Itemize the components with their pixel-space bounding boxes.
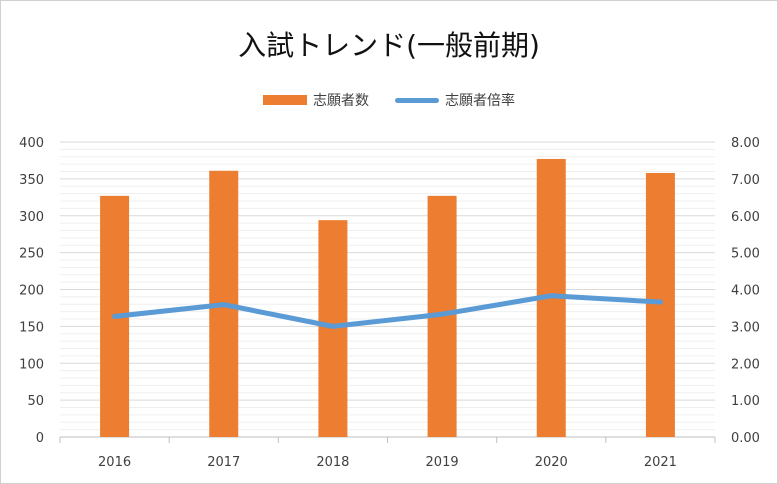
ratio-line — [112, 293, 663, 329]
y-right-tick-label: 5.00 — [731, 247, 760, 262]
chart-title: 入試トレンド(一般前期) — [238, 29, 540, 62]
legend-swatch-line — [395, 97, 439, 103]
y-right-tick-label: 0.00 — [731, 431, 760, 446]
y-left-tick-label: 300 — [19, 210, 44, 225]
legend-label-ratio: 志願者倍率 — [445, 93, 515, 109]
y-right-tick-label: 8.00 — [731, 136, 760, 151]
bar-2021 — [645, 172, 675, 437]
ratio-point-2017 — [221, 302, 227, 308]
y-right-tick-label: 3.00 — [731, 320, 760, 335]
legend-entry-ratio: 志願者倍率 — [395, 90, 515, 110]
y-right-tick-label: 2.00 — [731, 357, 760, 372]
ratio-point-2019 — [439, 311, 445, 317]
ratio-point-2021 — [657, 299, 663, 305]
x-tick-label: 2017 — [207, 455, 240, 470]
y-left-tick-label: 350 — [19, 173, 44, 188]
legend-swatch-bar — [263, 95, 307, 105]
legend: 志願者数 志願者倍率 — [0, 90, 778, 110]
y-left-tick-label: 150 — [19, 320, 44, 335]
ratio-point-2018 — [330, 323, 336, 329]
legend-entry-applicants: 志願者数 — [263, 90, 369, 110]
x-tick-label: 2019 — [426, 455, 459, 470]
x-tick-label: 2020 — [535, 455, 568, 470]
y-right-tick-label: 1.00 — [731, 394, 760, 409]
legend-label-applicants: 志願者数 — [313, 93, 369, 109]
y-right-tick-label: 7.00 — [731, 173, 760, 188]
ratio-point-2016 — [112, 313, 118, 319]
y-right-tick-label: 4.00 — [731, 284, 760, 299]
y-left-tick-label: 100 — [19, 357, 44, 372]
x-tick-label: 2018 — [316, 455, 349, 470]
y-left-tick-label: 250 — [19, 247, 44, 262]
x-tick-label: 2021 — [644, 455, 677, 470]
y-left-tick-label: 50 — [27, 394, 44, 409]
x-tick-label: 2016 — [98, 455, 131, 470]
y-left-tick-label: 0 — [36, 431, 44, 446]
y-left-tick-label: 400 — [19, 136, 44, 151]
y-left-tick-label: 200 — [19, 284, 44, 299]
ratio-point-2020 — [548, 293, 554, 299]
y-right-tick-label: 6.00 — [731, 210, 760, 225]
